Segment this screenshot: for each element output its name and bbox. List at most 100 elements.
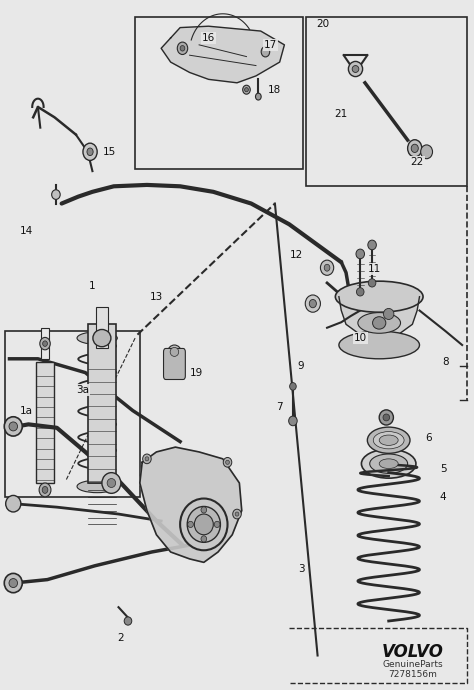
Text: 19: 19 [190, 368, 203, 377]
Ellipse shape [339, 331, 419, 359]
Ellipse shape [214, 522, 220, 528]
Ellipse shape [83, 144, 97, 161]
Ellipse shape [168, 345, 181, 359]
Text: 17: 17 [264, 40, 277, 50]
Ellipse shape [223, 457, 232, 467]
Text: 14: 14 [19, 226, 33, 236]
Ellipse shape [9, 422, 18, 431]
Ellipse shape [379, 435, 398, 446]
Ellipse shape [356, 249, 365, 259]
Ellipse shape [188, 522, 193, 528]
Ellipse shape [77, 480, 117, 493]
Ellipse shape [243, 86, 250, 95]
Text: 11: 11 [368, 264, 381, 274]
Text: 7: 7 [276, 402, 283, 412]
Text: GenuineParts: GenuineParts [382, 660, 443, 669]
Ellipse shape [245, 88, 248, 92]
Ellipse shape [145, 457, 149, 461]
Polygon shape [161, 26, 284, 83]
Ellipse shape [356, 288, 364, 296]
Ellipse shape [408, 139, 422, 157]
Bar [36, 362, 54, 483]
Polygon shape [339, 297, 419, 345]
Ellipse shape [368, 240, 376, 250]
Ellipse shape [39, 483, 51, 497]
Ellipse shape [361, 449, 416, 478]
Ellipse shape [93, 330, 111, 347]
Bar [5, 331, 140, 497]
Text: 20: 20 [316, 19, 329, 29]
Ellipse shape [177, 42, 188, 55]
Text: 12: 12 [290, 250, 303, 260]
Polygon shape [140, 447, 242, 562]
Bar [88, 324, 116, 483]
Ellipse shape [379, 410, 393, 425]
Ellipse shape [324, 264, 330, 271]
Ellipse shape [194, 514, 213, 535]
Ellipse shape [124, 617, 132, 625]
Ellipse shape [336, 282, 423, 312]
Bar [135, 17, 303, 169]
Ellipse shape [87, 148, 93, 156]
Ellipse shape [379, 459, 398, 469]
Bar [306, 17, 467, 186]
Ellipse shape [290, 383, 296, 391]
Ellipse shape [352, 66, 359, 72]
Ellipse shape [235, 512, 239, 516]
Ellipse shape [102, 473, 121, 493]
Ellipse shape [180, 46, 185, 51]
Text: 9: 9 [298, 361, 304, 371]
Text: 18: 18 [268, 85, 282, 95]
Ellipse shape [201, 506, 207, 513]
Ellipse shape [255, 93, 261, 100]
Text: 13: 13 [150, 292, 163, 302]
Ellipse shape [373, 432, 404, 449]
Ellipse shape [420, 145, 432, 159]
Ellipse shape [370, 454, 408, 473]
Ellipse shape [383, 414, 390, 421]
Text: 4: 4 [440, 492, 447, 502]
Text: 22: 22 [410, 157, 424, 167]
Text: 3: 3 [298, 564, 304, 574]
Text: 10: 10 [354, 333, 367, 343]
Ellipse shape [373, 317, 386, 329]
Text: 16: 16 [202, 33, 215, 43]
Ellipse shape [305, 295, 320, 312]
Ellipse shape [383, 308, 394, 319]
Ellipse shape [368, 279, 376, 287]
Bar [96, 307, 108, 348]
Ellipse shape [261, 47, 270, 57]
Text: 7278156m: 7278156m [388, 669, 437, 679]
Ellipse shape [180, 498, 228, 551]
Text: 5: 5 [440, 464, 447, 474]
Ellipse shape [367, 427, 410, 453]
Ellipse shape [201, 535, 207, 542]
Ellipse shape [348, 61, 363, 77]
Text: 1: 1 [89, 282, 96, 291]
Ellipse shape [226, 460, 229, 464]
Text: 3a: 3a [76, 385, 90, 395]
Text: 1a: 1a [19, 406, 33, 415]
Ellipse shape [4, 417, 22, 436]
Ellipse shape [107, 479, 116, 487]
Text: 15: 15 [102, 147, 116, 157]
Ellipse shape [187, 506, 220, 542]
Ellipse shape [309, 299, 317, 308]
Ellipse shape [233, 509, 241, 519]
Ellipse shape [9, 578, 18, 588]
Ellipse shape [4, 573, 22, 593]
Bar [41, 328, 49, 359]
Text: 21: 21 [335, 109, 348, 119]
Ellipse shape [6, 495, 21, 512]
Ellipse shape [411, 144, 418, 152]
Text: 2: 2 [118, 633, 124, 643]
Ellipse shape [40, 337, 50, 350]
Ellipse shape [77, 332, 117, 344]
Text: VOLVO: VOLVO [382, 643, 443, 661]
FancyBboxPatch shape [164, 348, 185, 380]
Text: 8: 8 [442, 357, 449, 367]
Ellipse shape [143, 454, 151, 464]
Ellipse shape [52, 190, 60, 199]
Text: 6: 6 [426, 433, 432, 443]
Ellipse shape [42, 486, 48, 493]
